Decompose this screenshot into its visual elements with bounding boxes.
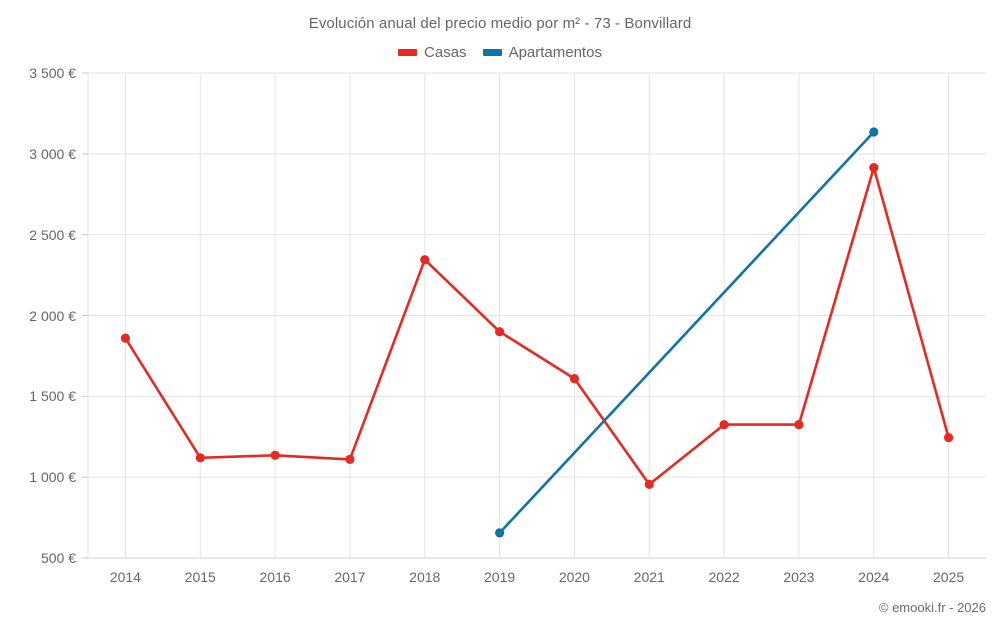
x-tick-label-2017: 2017 [334,569,366,585]
chart-title: Evolución anual del precio medio por m² … [308,15,692,32]
legend-label-casas: Casas [424,44,467,61]
x-tick-label-2014: 2014 [109,569,141,585]
legend-label-apartamentos: Apartamentos [508,44,602,61]
y-tick-label: 3 000 € [29,145,76,162]
x-tick-label-2025: 2025 [933,569,965,585]
chart-legend: Casas Apartamentos [0,44,1000,61]
y-tick-label: 2 000 € [29,307,76,324]
legend-item-casas[interactable]: Casas [398,44,467,61]
credit-footer: © emooki.fr - 2026 [878,600,986,615]
y-tick-label: 500 € [40,550,76,566]
data-point-casas-2020[interactable] [569,374,580,384]
data-point-casas-2015[interactable] [195,453,205,463]
x-tick-label-2022: 2022 [708,569,740,585]
data-point-apartamentos-2024[interactable] [869,127,879,137]
x-tick-label-2023: 2023 [783,569,815,585]
y-tick-label: 2 500 € [29,226,76,243]
x-tick-label-2015: 2015 [184,569,216,585]
data-point-casas-2018[interactable] [420,255,430,265]
x-tick-label-2024: 2024 [858,569,890,585]
y-tick-label: 1 000 € [29,469,76,486]
x-tick-label-2016: 2016 [259,569,291,585]
data-point-casas-2016[interactable] [270,450,280,460]
data-point-casas-2014[interactable] [120,333,130,343]
data-point-casas-2019[interactable] [495,327,505,337]
legend-swatch-apartamentos [482,49,502,56]
legend-swatch-casas [398,49,418,56]
y-tick-label: 3 500 € [29,65,76,81]
x-tick-label-2018: 2018 [409,569,441,585]
data-point-casas-2023[interactable] [794,420,804,430]
data-point-casas-2017[interactable] [345,454,355,464]
data-point-apartamentos-2019[interactable] [495,528,505,538]
legend-item-apartamentos[interactable]: Apartamentos [482,44,602,61]
y-tick-label: 1 500 € [29,388,76,405]
data-point-casas-2025[interactable] [944,433,954,443]
series-line-casas [124,166,950,486]
series-line-apartamentos [498,130,876,535]
x-tick-label-2020: 2020 [558,569,590,585]
x-tick-label-2019: 2019 [484,569,516,585]
data-point-casas-2022[interactable] [719,420,729,430]
data-point-casas-2024[interactable] [869,163,879,173]
data-point-casas-2021[interactable] [644,479,654,489]
x-tick-label-2021: 2021 [633,569,665,585]
